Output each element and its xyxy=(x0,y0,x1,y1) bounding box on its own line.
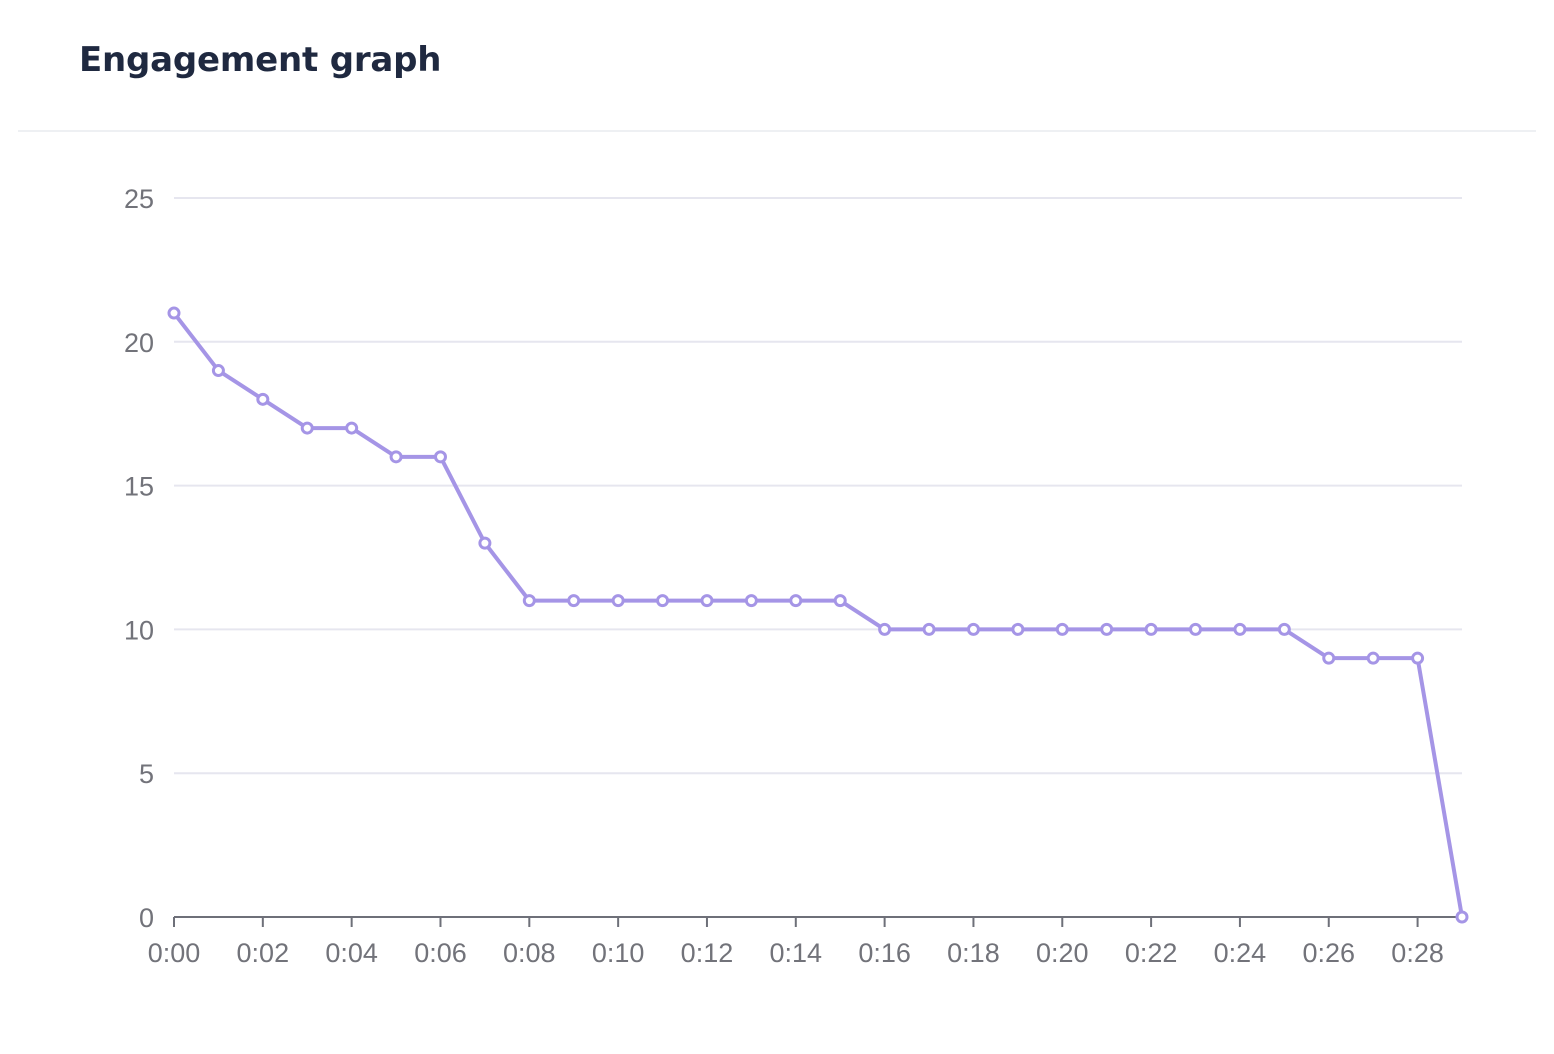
data-point[interactable] xyxy=(1277,622,1291,636)
x-tick-label: 0:04 xyxy=(325,938,378,968)
data-point[interactable] xyxy=(389,450,403,464)
data-point[interactable] xyxy=(1189,622,1203,636)
data-point[interactable] xyxy=(1011,622,1025,636)
data-point[interactable] xyxy=(966,622,980,636)
data-point[interactable] xyxy=(611,594,625,608)
x-tick-label: 0:08 xyxy=(503,938,556,968)
y-tick-label: 25 xyxy=(124,184,154,214)
data-point[interactable] xyxy=(744,594,758,608)
data-point[interactable] xyxy=(922,622,936,636)
x-tick-label: 0:00 xyxy=(148,938,201,968)
y-tick-label: 10 xyxy=(124,615,154,645)
data-point[interactable] xyxy=(1366,651,1380,665)
data-point[interactable] xyxy=(478,536,492,550)
data-point[interactable] xyxy=(567,594,581,608)
grid-lines xyxy=(174,197,1462,775)
series-line-path xyxy=(172,311,1464,919)
x-tick-label: 0:26 xyxy=(1302,938,1355,968)
y-tick-label: 5 xyxy=(139,759,154,789)
x-tick-label: 0:18 xyxy=(947,938,1000,968)
card-title: Engagement graph xyxy=(79,40,442,80)
data-point[interactable] xyxy=(167,306,181,320)
data-point[interactable] xyxy=(1144,622,1158,636)
x-tick-label: 0:14 xyxy=(770,938,823,968)
data-point[interactable] xyxy=(256,392,270,406)
y-tick-label: 0 xyxy=(139,903,154,933)
data-point[interactable] xyxy=(789,594,803,608)
header-divider xyxy=(18,130,1536,132)
x-axis-tick-labels: 0:00 0:02 0:04 0:06 0:08 0:10 0:12 0:14 0:16 0:18… xyxy=(148,938,1444,968)
x-tick-label: 0:16 xyxy=(858,938,911,968)
x-tick-label: 0:06 xyxy=(414,938,467,968)
data-point[interactable] xyxy=(1233,622,1247,636)
data-point[interactable] xyxy=(522,594,536,608)
card-header: Engagement graph xyxy=(0,0,1554,131)
data-point[interactable] xyxy=(1100,622,1114,636)
data-point[interactable] xyxy=(1411,651,1425,665)
y-tick-label: 15 xyxy=(124,472,154,502)
x-tick-label: 0:22 xyxy=(1125,938,1178,968)
data-point[interactable] xyxy=(656,594,670,608)
data-point[interactable] xyxy=(878,622,892,636)
data-point[interactable] xyxy=(833,594,847,608)
x-tick-label: 0:24 xyxy=(1214,938,1267,968)
data-point[interactable] xyxy=(433,450,447,464)
data-point[interactable] xyxy=(1455,910,1469,924)
data-point[interactable] xyxy=(211,364,225,378)
series-line xyxy=(172,311,1464,919)
x-tick-label: 0:20 xyxy=(1036,938,1089,968)
data-point[interactable] xyxy=(1322,651,1336,665)
x-tick-label: 0:10 xyxy=(592,938,645,968)
data-points xyxy=(167,306,1469,924)
data-point[interactable] xyxy=(1055,622,1069,636)
x-axis xyxy=(173,916,1462,927)
x-tick-label: 0:12 xyxy=(681,938,734,968)
y-axis-tick-labels: 0 5 10 15 20 25 xyxy=(124,184,154,933)
x-tick-label: 0:28 xyxy=(1391,938,1444,968)
data-point[interactable] xyxy=(345,421,359,435)
y-tick-label: 20 xyxy=(124,328,154,358)
data-point[interactable] xyxy=(700,594,714,608)
x-tick-label: 0:02 xyxy=(237,938,290,968)
data-point[interactable] xyxy=(300,421,314,435)
